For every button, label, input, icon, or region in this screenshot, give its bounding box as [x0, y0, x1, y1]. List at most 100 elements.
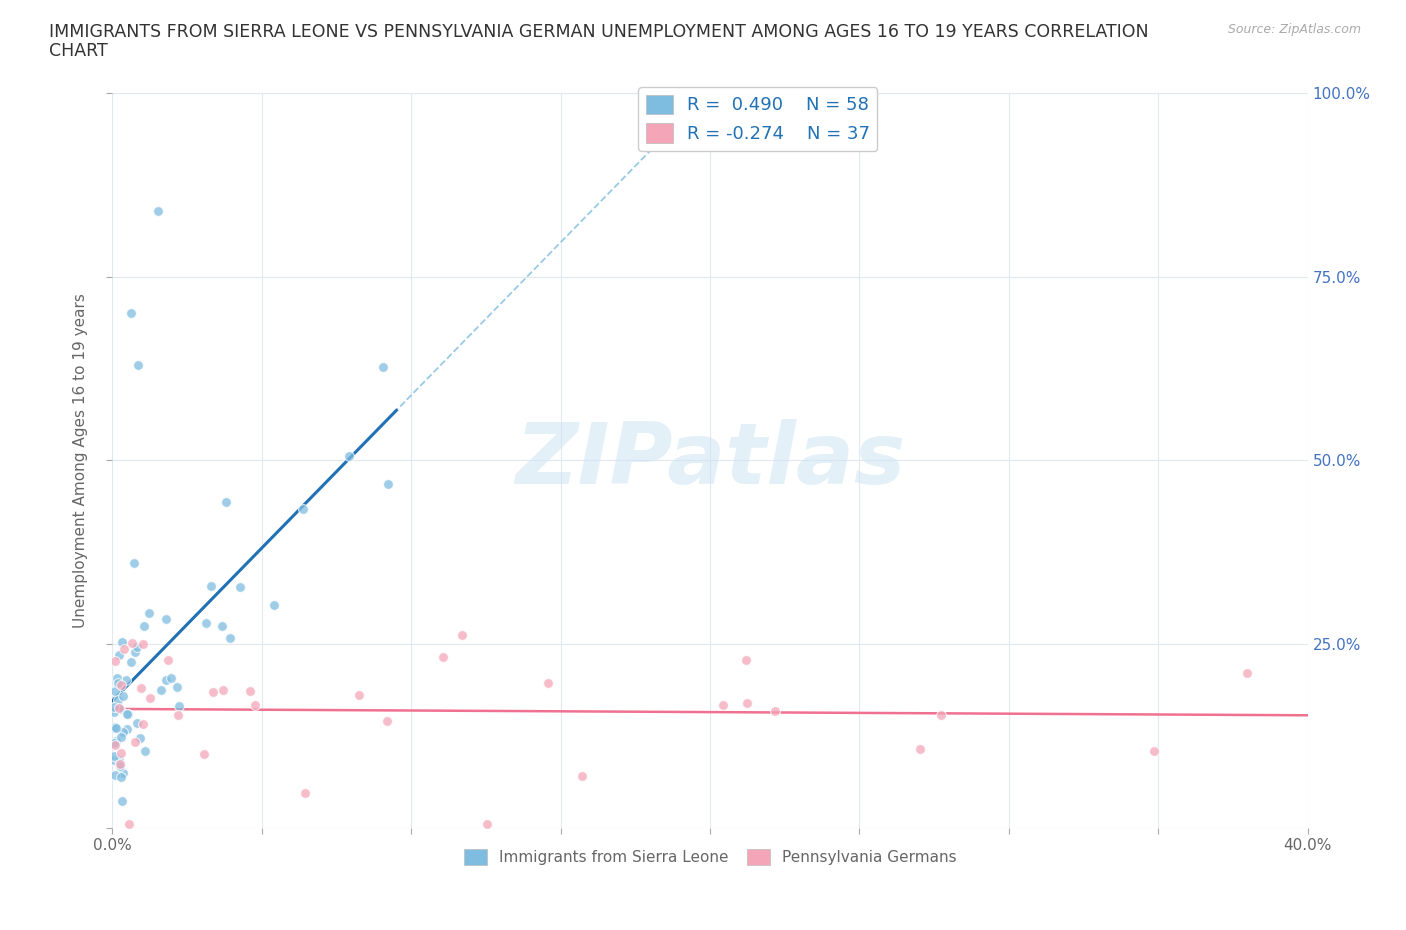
Text: CHART: CHART — [49, 42, 108, 60]
Point — [139, 691, 162, 706]
Point — [111, 765, 134, 780]
Point — [124, 644, 146, 659]
Point — [571, 768, 593, 783]
Point — [104, 683, 127, 698]
Point — [117, 707, 139, 722]
Point — [155, 673, 177, 688]
Point — [193, 746, 215, 761]
Point — [108, 701, 131, 716]
Point — [107, 676, 129, 691]
Point — [157, 652, 180, 667]
Point — [110, 746, 132, 761]
Point — [104, 719, 127, 734]
Point — [103, 705, 125, 720]
Point — [124, 555, 146, 570]
Point — [103, 767, 125, 782]
Point — [263, 597, 285, 612]
Point — [134, 743, 156, 758]
Point — [108, 757, 131, 772]
Point — [377, 477, 399, 492]
Point — [110, 729, 132, 744]
Point — [112, 642, 135, 657]
Point — [337, 448, 360, 463]
Point — [121, 636, 143, 651]
Point — [104, 654, 127, 669]
Point — [124, 735, 146, 750]
Point — [432, 649, 454, 664]
Point — [115, 672, 138, 687]
Point — [103, 752, 125, 767]
Point — [127, 640, 149, 655]
Point — [160, 671, 183, 685]
Point — [211, 618, 233, 633]
Point — [166, 708, 188, 723]
Point — [111, 793, 134, 808]
Point — [735, 695, 758, 710]
Point — [111, 724, 134, 739]
Point — [103, 749, 125, 764]
Point — [212, 683, 235, 698]
Point — [735, 652, 758, 667]
Point — [166, 680, 188, 695]
Point — [201, 684, 224, 699]
Point — [138, 605, 160, 620]
Point — [763, 703, 786, 718]
Point — [146, 203, 169, 218]
Point — [713, 698, 735, 712]
Point — [167, 698, 190, 713]
Point — [200, 578, 222, 593]
Point — [450, 627, 472, 642]
Point — [229, 579, 252, 594]
Point — [107, 752, 129, 767]
Point — [375, 713, 398, 728]
Point — [131, 680, 153, 695]
Point — [218, 631, 240, 645]
Point — [103, 699, 125, 714]
Point — [103, 721, 125, 736]
Point — [132, 716, 155, 731]
Point — [115, 722, 138, 737]
Point — [1236, 666, 1258, 681]
Text: ZIPatlas: ZIPatlas — [515, 418, 905, 502]
Point — [292, 502, 315, 517]
Point — [112, 688, 135, 703]
Point — [107, 648, 129, 663]
Y-axis label: Unemployment Among Ages 16 to 19 years: Unemployment Among Ages 16 to 19 years — [73, 293, 89, 628]
Point — [127, 716, 149, 731]
Legend: Immigrants from Sierra Leone, Pennsylvania Germans: Immigrants from Sierra Leone, Pennsylvan… — [457, 843, 963, 871]
Point — [111, 634, 134, 649]
Point — [908, 741, 931, 756]
Point — [347, 687, 370, 702]
Point — [245, 698, 267, 712]
Point — [110, 758, 132, 773]
Point — [929, 708, 952, 723]
Point — [1143, 744, 1166, 759]
Point — [239, 684, 262, 698]
Point — [155, 612, 177, 627]
Point — [132, 636, 155, 651]
Point — [150, 683, 173, 698]
Point — [110, 677, 132, 692]
Point — [103, 736, 125, 751]
Point — [120, 655, 142, 670]
Point — [118, 817, 141, 831]
Point — [294, 786, 316, 801]
Point — [120, 306, 142, 321]
Point — [104, 737, 127, 752]
Point — [475, 817, 498, 831]
Point — [132, 618, 155, 633]
Point — [537, 676, 560, 691]
Text: IMMIGRANTS FROM SIERRA LEONE VS PENNSYLVANIA GERMAN UNEMPLOYMENT AMONG AGES 16 T: IMMIGRANTS FROM SIERRA LEONE VS PENNSYLV… — [49, 23, 1149, 41]
Point — [110, 769, 132, 784]
Point — [107, 671, 129, 685]
Point — [371, 360, 394, 375]
Point — [107, 693, 129, 708]
Point — [108, 700, 131, 715]
Point — [215, 495, 238, 510]
Text: Source: ZipAtlas.com: Source: ZipAtlas.com — [1227, 23, 1361, 36]
Point — [115, 706, 138, 721]
Point — [127, 357, 149, 372]
Point — [195, 616, 218, 631]
Point — [104, 720, 127, 735]
Point — [104, 733, 127, 748]
